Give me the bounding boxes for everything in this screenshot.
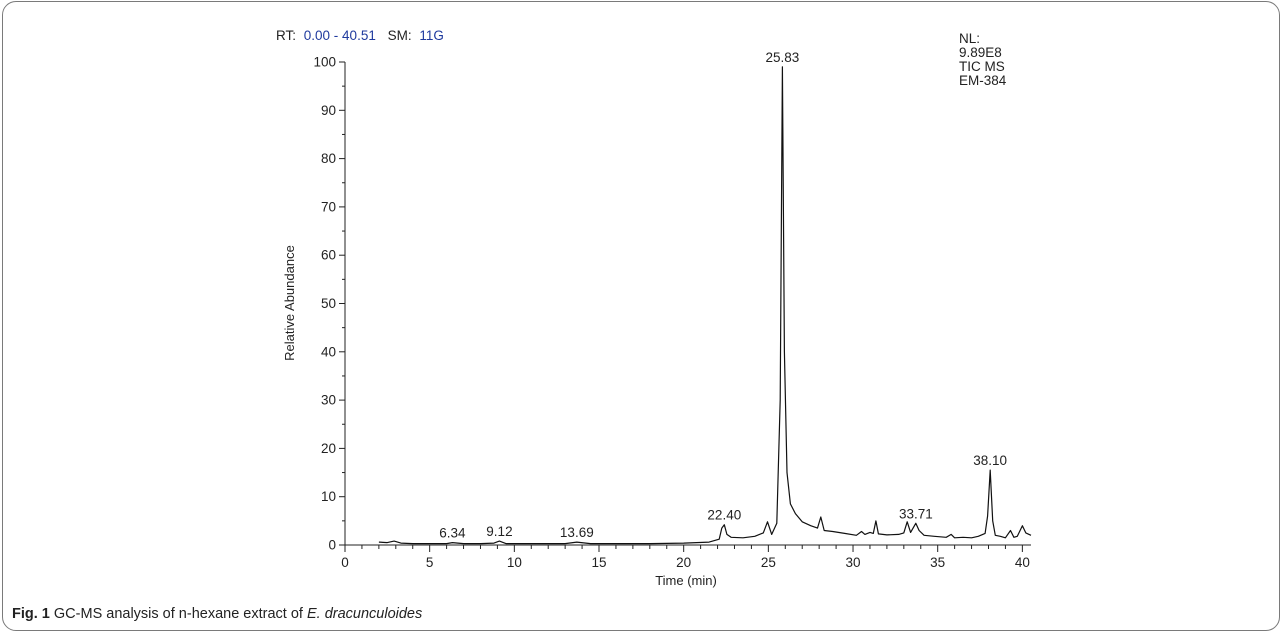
caption-label: Fig. 1 — [12, 606, 50, 622]
info-line-sample: EM-384 — [959, 73, 1007, 88]
x-axis-title: Time (min) — [655, 573, 717, 588]
peak-label: 9.12 — [486, 524, 512, 539]
figure-caption: Fig. 1 GC-MS analysis of n-hexane extrac… — [12, 606, 422, 622]
x-tick-label: 25 — [761, 555, 776, 570]
info-line-scale: 9.89E8 — [959, 45, 1002, 60]
caption-text: GC-MS analysis of n-hexane extract of — [53, 606, 303, 622]
y-tick-label: 40 — [321, 344, 336, 359]
x-ticks: 0 5 10 15 20 25 30 35 40 — [341, 545, 1030, 570]
y-tick-label: 50 — [321, 296, 336, 311]
y-tick-label: 70 — [321, 199, 336, 214]
y-tick-label: 10 — [321, 489, 336, 504]
rt-label: RT: — [276, 28, 296, 43]
peak-label: 25.83 — [766, 50, 800, 65]
x-tick-label: 20 — [676, 555, 691, 570]
y-tick-label: 30 — [321, 393, 336, 408]
info-box: NL: 9.89E8 TIC MS EM-384 — [959, 31, 1007, 88]
x-tick-label: 5 — [426, 555, 434, 570]
rt-value: 0.00 - 40.51 — [304, 28, 376, 43]
peak-labels: 6.34 9.12 13.69 22.40 25.83 33.71 38.10 — [439, 50, 1007, 541]
x-tick-label: 10 — [507, 555, 522, 570]
info-line-nl: NL: — [959, 31, 980, 46]
x-tick-label: 40 — [1015, 555, 1030, 570]
y-tick-label: 20 — [321, 441, 336, 456]
peak-label: 38.10 — [973, 453, 1007, 468]
info-line-scan: TIC MS — [959, 59, 1005, 74]
y-axis-title: Relative Abundance — [282, 245, 297, 361]
y-ticks: 0 10 20 30 40 50 60 70 80 90 100 — [313, 55, 345, 553]
peak-label: 33.71 — [899, 506, 933, 521]
y-tick-label: 60 — [321, 248, 336, 263]
x-tick-label: 15 — [591, 555, 606, 570]
y-tick-label: 100 — [313, 55, 336, 70]
peak-label: 13.69 — [560, 525, 594, 540]
peak-label: 22.40 — [707, 508, 741, 523]
x-tick-label: 35 — [930, 555, 945, 570]
y-tick-label: 80 — [321, 151, 336, 166]
x-tick-label: 0 — [341, 555, 349, 570]
y-tick-label: 0 — [328, 538, 336, 553]
sm-label: SM: — [388, 28, 412, 43]
svg-text:RT: 0.00 - 40.51 SM:: RT: 0.00 - 40.51 SM: 11G — [276, 28, 444, 43]
tic-trace — [378, 66, 1032, 545]
x-tick-label: 30 — [846, 555, 861, 570]
caption-species: E. dracunculoides — [306, 606, 423, 622]
sm-value: 11G — [419, 28, 444, 43]
peak-label: 6.34 — [439, 526, 466, 541]
y-tick-label: 90 — [321, 103, 336, 118]
